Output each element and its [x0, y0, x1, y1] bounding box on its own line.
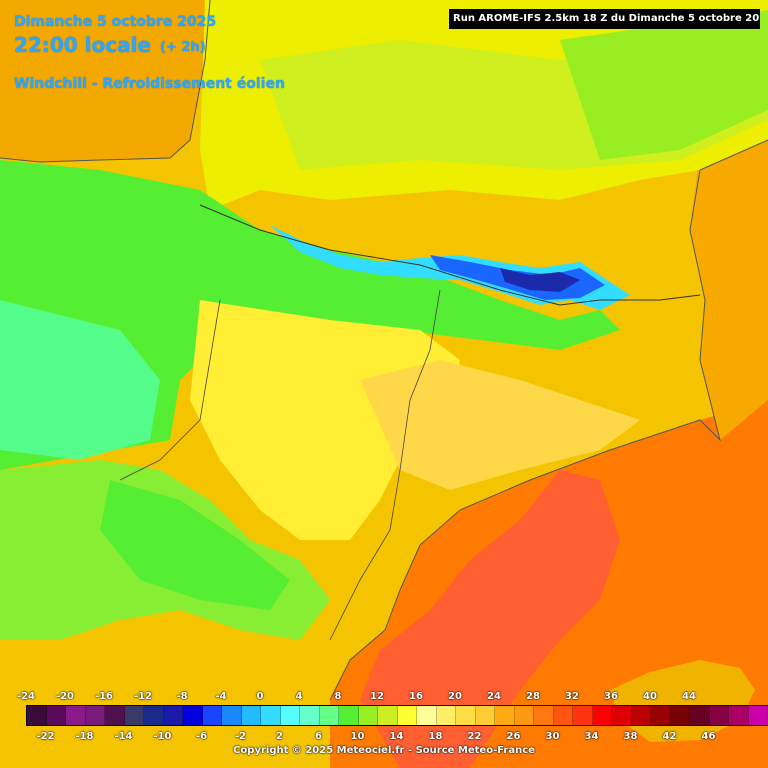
legend-swatch — [592, 706, 612, 725]
legend-tick-top: 0 — [256, 691, 264, 702]
legend-swatch — [495, 706, 515, 725]
copyright-notice: Copyright © 2025 Meteociel.fr - Source M… — [233, 745, 535, 756]
legend-tick-bottom: 22 — [467, 731, 482, 742]
legend-swatch — [573, 706, 593, 725]
legend-swatch — [514, 706, 534, 725]
legend-tick-bottom: 42 — [662, 731, 677, 742]
legend-tick-top: 20 — [448, 691, 462, 702]
legend-swatch — [124, 706, 144, 725]
legend-swatch — [202, 706, 222, 725]
run-info-box: Run AROME-IFS 2.5km 18 Z du Dimanche 5 o… — [449, 9, 760, 29]
legend-swatch — [417, 706, 437, 725]
legend-swatch — [358, 706, 378, 725]
legend-swatch — [66, 706, 86, 725]
legend-swatches — [26, 705, 768, 726]
legend-tick-top: 28 — [526, 691, 540, 702]
legend-swatch — [436, 706, 456, 725]
legend-swatch — [222, 706, 242, 725]
legend-swatch — [163, 706, 183, 725]
legend-tick-bottom: 34 — [584, 731, 599, 742]
legend-swatch — [651, 706, 671, 725]
legend-swatch — [300, 706, 320, 725]
atlantic-coastline — [0, 0, 211, 163]
legend-tick-top: -24 — [16, 691, 36, 702]
cantabrian-cool — [0, 300, 160, 460]
legend-swatch — [475, 706, 495, 725]
pyrenees-coldest — [500, 268, 580, 292]
legend-swatch — [378, 706, 398, 725]
region-border — [329, 289, 441, 641]
legend-swatch — [612, 706, 632, 725]
forecast-date: Dimanche 5 octobre 2025 — [14, 14, 217, 30]
legend-swatch — [397, 706, 417, 725]
legend-swatch — [631, 706, 651, 725]
legend-tick-bottom: -2 — [234, 731, 247, 742]
sea-warm-core — [360, 470, 620, 768]
legend-swatch — [105, 706, 125, 725]
legend-tick-bottom: 46 — [701, 731, 716, 742]
legend-tick-top: -4 — [215, 691, 227, 702]
legend-tick-top: -12 — [133, 691, 153, 702]
legend-tick-top: 16 — [409, 691, 423, 702]
legend-tick-top: 8 — [334, 691, 342, 702]
legend-tick-top: 24 — [487, 691, 501, 702]
legend-tick-top: -20 — [55, 691, 75, 702]
legend-swatch — [280, 706, 300, 725]
color-legend: Copyright © 2025 Meteociel.fr - Source M… — [0, 686, 768, 768]
atlantic-ocean — [0, 0, 210, 162]
legend-tick-bottom: 10 — [350, 731, 365, 742]
legend-swatch — [27, 706, 47, 725]
parameter-title: Windchill - Refroidissement éolien — [14, 76, 285, 92]
catalonia-interior — [360, 360, 640, 490]
legend-tick-bottom: -6 — [195, 731, 208, 742]
legend-swatch — [46, 706, 66, 725]
legend-swatch — [85, 706, 105, 725]
legend-tick-bottom: 30 — [545, 731, 560, 742]
legend-tick-bottom: 6 — [315, 731, 322, 742]
legend-swatch — [670, 706, 690, 725]
legend-swatch — [456, 706, 476, 725]
legend-tick-top: 40 — [643, 691, 657, 702]
legend-swatch — [690, 706, 710, 725]
legend-tick-bottom: -10 — [153, 731, 172, 742]
legend-swatch — [553, 706, 573, 725]
legend-tick-top: 44 — [682, 691, 696, 702]
mediterranean-coastline — [329, 139, 768, 701]
legend-tick-bottom: 18 — [428, 731, 443, 742]
legend-swatch — [183, 706, 203, 725]
legend-tick-top: 32 — [565, 691, 579, 702]
legend-tick-bottom: -22 — [36, 731, 55, 742]
legend-tick-bottom: -18 — [75, 731, 94, 742]
ebro-valley — [190, 300, 460, 540]
legend-swatch — [709, 706, 729, 725]
region-border-west — [119, 299, 221, 481]
france-spain-border — [199, 204, 701, 306]
iberian-system-green — [100, 480, 290, 610]
legend-tick-bottom: 26 — [506, 731, 521, 742]
legend-tick-top: -8 — [176, 691, 188, 702]
legend-tick-top: -16 — [94, 691, 114, 702]
legend-tick-top: 4 — [295, 691, 303, 702]
forecast-time: 22:00 locale — [14, 33, 151, 57]
legend-tick-bottom: 14 — [389, 731, 404, 742]
massif-green — [560, 10, 768, 160]
legend-tick-top: 36 — [604, 691, 618, 702]
legend-swatch — [339, 706, 359, 725]
legend-swatch — [534, 706, 554, 725]
legend-tick-bottom: 2 — [276, 731, 283, 742]
legend-swatch — [729, 706, 749, 725]
legend-tick-top: 12 — [370, 691, 384, 702]
legend-tick-bottom: 38 — [623, 731, 638, 742]
utc-offset: (+ 2h) — [160, 40, 206, 55]
legend-swatch — [319, 706, 339, 725]
legend-tick-bottom: -14 — [114, 731, 133, 742]
legend-swatch — [241, 706, 261, 725]
gulf-of-lion — [690, 140, 768, 440]
legend-swatch — [144, 706, 164, 725]
legend-swatch — [261, 706, 281, 725]
legend-swatch — [748, 706, 768, 725]
